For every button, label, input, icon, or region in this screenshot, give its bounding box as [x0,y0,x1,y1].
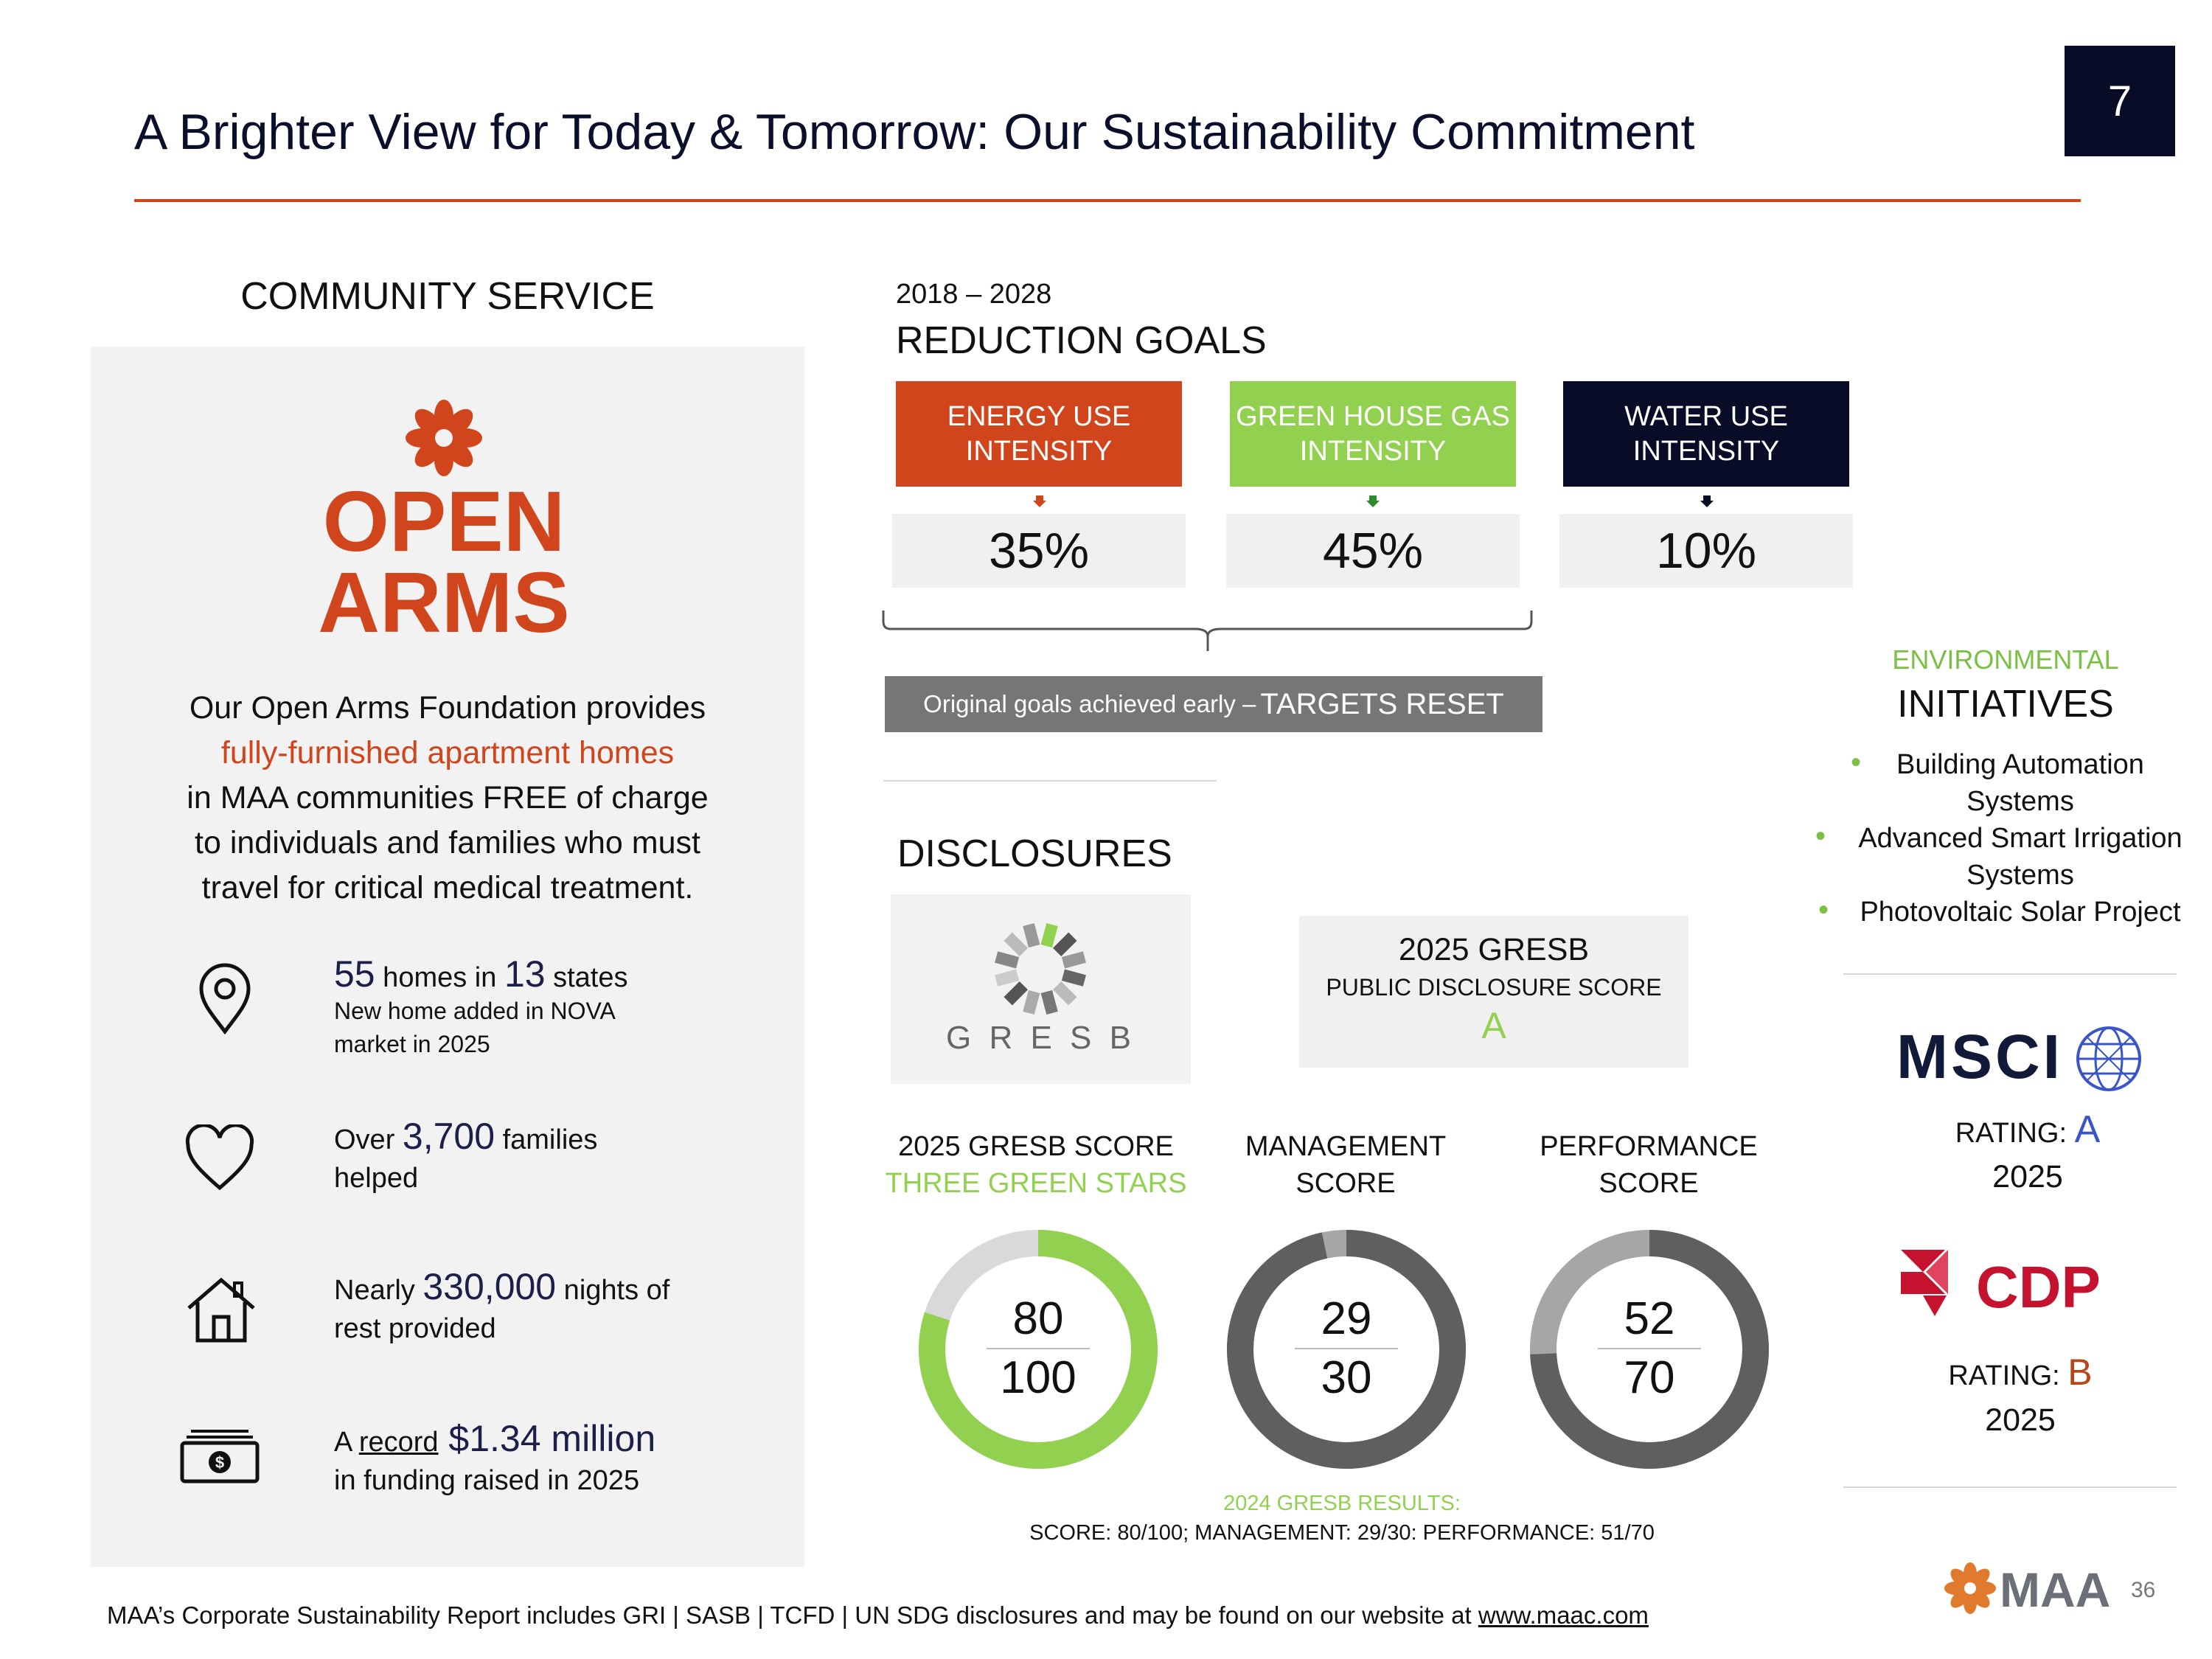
logo-line-arms: ARMS [318,554,570,650]
slide-number-badge: 7 [2065,46,2175,156]
list-item: • Building Automation Systems [1851,746,2144,817]
gresb-score-value: 80 100 [987,1290,1090,1407]
performance-score-label: PERFORMANCE SCORE [1540,1131,1758,1199]
heart-icon [185,1124,254,1191]
management-score-donut [1227,1230,1466,1469]
greenhouse-gas-box: GREEN HOUSE GAS INTENSITY [1230,381,1516,487]
greenhouse-gas-value: 45% [1226,514,1520,588]
page-title: A Brighter View for Today & Tomorrow: Ou… [134,104,1695,160]
reduction-years: 2018 – 2028 [896,279,1052,310]
public-disclosure-label: PUBLIC DISCLOSURE SCORE [1326,974,1662,1001]
stat-families: Over 3,700 families helped [334,1116,598,1194]
title-divider [134,199,2081,202]
goals-brace [882,611,1533,651]
public-disclosure-year: 2025 GRESB [1398,932,1590,967]
stat-nights: Nearly 330,000 nights of rest provided [334,1266,670,1344]
open-arms-logo: OPEN ARMS [280,473,608,650]
open-arms-description: Our Open Arms Foundation provides fully-… [91,686,804,911]
maa-flower-icon [1944,1562,1996,1614]
cdp-rating: RATING: B [1948,1352,2093,1393]
website-link[interactable]: www.maac.com [1478,1601,1649,1629]
management-score-value: 29 30 [1295,1290,1398,1407]
energy-use-box: ENERGY USE INTENSITY [896,381,1182,487]
water-use-box: WATER USE INTENSITY [1563,381,1849,487]
globe-icon [2076,1026,2141,1091]
targets-reset-banner: Original goals achieved early – TARGETS … [885,676,1543,732]
open-arms-flower-icon [406,400,482,476]
msci-rating: RATING: A [1955,1108,2101,1151]
community-service-heading: COMMUNITY SERVICE [240,275,655,318]
down-arrow-icon [1366,495,1380,507]
performance-score-donut [1530,1230,1769,1469]
list-item: • Advanced Smart Irrigation Systems [1815,820,2183,891]
section-divider [883,780,1217,782]
down-arrow-icon [1700,495,1714,507]
logo-line-open: OPEN [322,473,566,569]
house-icon [187,1277,255,1343]
location-pin-icon [199,963,251,1035]
disclosures-heading: DISCLOSURES [897,832,1172,875]
initiatives-list: • Building Automation Systems • Advanced… [1806,746,2205,931]
gresb-ring-icon [995,923,1086,1015]
environmental-label: ENVIRONMENTAL [1892,644,2119,675]
management-score-label: MANAGEMENT SCORE [1245,1131,1447,1199]
description-highlight: fully-furnished apartment homes [220,735,675,771]
water-use-value: 10% [1559,514,1853,588]
gresb-results-text: SCORE: 80/100; MANAGEMENT: 29/30: PERFOR… [1029,1521,1655,1545]
maa-logo: MAA [2000,1562,2111,1617]
section-divider [1843,1486,2177,1488]
msci-year: 2025 [1992,1159,2063,1194]
page-number: 36 [2131,1578,2156,1602]
gresb-wordmark: G R E S B [946,1020,1135,1056]
money-icon: $ [180,1430,260,1484]
public-disclosure-box: 2025 GRESB PUBLIC DISCLOSURE SCORE A [1299,916,1688,1068]
performance-score-value: 52 70 [1598,1290,1701,1407]
donut-value-arc [919,1230,1158,1469]
footer-text: MAA’s Corporate Sustainability Report in… [107,1601,1649,1629]
donut-value-arc [1227,1230,1466,1469]
stat-homes: 55 homes in 13 states New home added in … [334,953,628,1057]
gresb-results-title: 2024 GRESB RESULTS: [1223,1492,1461,1515]
stat-funding: A record $1.34 million in funding raised… [334,1418,656,1496]
energy-use-value: 35% [892,514,1186,588]
cdp-year: 2025 [1985,1402,2056,1438]
public-disclosure-grade: A [1481,1005,1506,1046]
section-divider [1843,973,2177,975]
cdp-mark-icon [1901,1250,1948,1316]
gresb-score-donut [919,1230,1158,1469]
svg-text:$: $ [215,1453,224,1472]
gresb-logo: G R E S B [891,894,1191,1084]
list-item: • Photovoltaic Solar Project [1818,894,2181,928]
msci-logo: MSCI [1896,1022,2063,1091]
down-arrow-icon [1033,495,1046,507]
reduction-goals-heading: REDUCTION GOALS [896,319,1267,362]
community-panel [91,347,804,1567]
donut-value-arc [1530,1230,1769,1469]
gresb-score-label: 2025 GRESB SCORE THREE GREEN STARS [885,1131,1187,1199]
initiatives-heading: INITIATIVES [1897,683,2114,726]
cdp-logo: CDP [1976,1254,2101,1320]
